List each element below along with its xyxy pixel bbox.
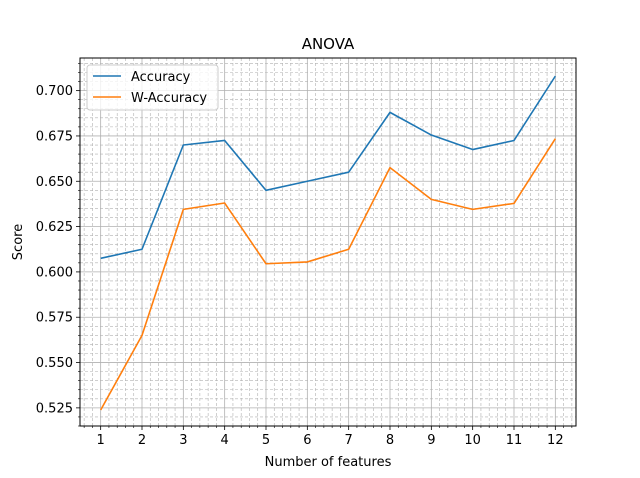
y-tick-label: 0.600 [36,265,73,280]
x-tick-label: 10 [464,433,481,448]
y-tick-label: 0.675 [36,129,73,144]
x-tick-label: 4 [221,433,229,448]
y-tick-label: 0.550 [36,356,73,371]
x-tick-label: 9 [427,433,435,448]
y-tick-label: 0.625 [36,220,73,235]
legend-label-accuracy: Accuracy [131,70,191,85]
x-axis-label: Number of features [265,455,392,470]
grid-layer [80,58,576,427]
x-tick-label: 2 [138,433,146,448]
y-tick-label: 0.525 [36,401,73,416]
legend: Accuracy W-Accuracy [86,64,219,111]
plot-frame [79,57,577,427]
series-layer [99,75,557,411]
series-line-w-accuracy [99,138,557,411]
y-tick-label: 0.575 [36,311,73,326]
y-axis-label: Score [11,224,26,260]
y-tick-label: 0.700 [36,84,73,99]
x-tick-label: 5 [262,433,270,448]
series-line-accuracy [100,75,557,260]
x-tick-label: 7 [345,433,353,448]
x-tick-label: 6 [303,433,311,448]
x-tick-label: 8 [386,433,394,448]
x-tick-label: 11 [506,433,523,448]
chart-title: ANOVA [302,35,355,53]
y-tick-label: 0.650 [36,175,73,190]
legend-label-w-accuracy: W-Accuracy [131,91,207,106]
x-tick-label: 12 [547,433,564,448]
x-tick-label: 1 [97,433,105,448]
x-tick-label: 3 [179,433,187,448]
